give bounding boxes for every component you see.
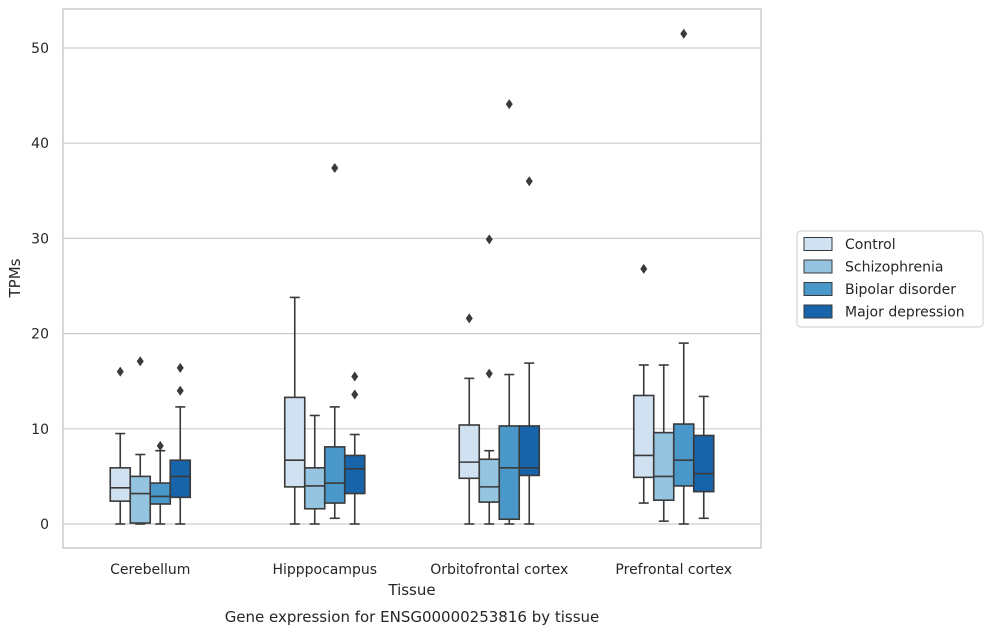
legend-swatch	[803, 259, 833, 274]
outlier-point	[156, 440, 164, 451]
outlier-point	[351, 389, 359, 400]
box-iqr	[283, 396, 306, 488]
legend-label: Schizophrenia	[845, 260, 943, 276]
outlier-point	[525, 176, 533, 187]
box-3-3	[692, 395, 715, 520]
plot-frame	[62, 8, 762, 549]
box-iqr	[149, 482, 172, 505]
box-0-2	[458, 313, 481, 525]
y-tick-label: 30	[31, 231, 49, 247]
box-iqr	[518, 425, 541, 477]
chart-caption: Gene expression for ENSG00000253816 by t…	[225, 608, 600, 626]
outlier-point	[485, 234, 493, 245]
box-iqr	[109, 467, 132, 502]
box-iqr	[169, 459, 192, 499]
box-iqr	[343, 454, 366, 495]
outlier-point	[351, 371, 359, 382]
outlier-point	[640, 263, 648, 274]
legend-swatch	[803, 282, 833, 296]
legend-label: Bipolar disorder	[845, 282, 956, 298]
y-tick-label: 20	[31, 327, 49, 343]
legend: Control Schizophrenia Bipolar disorder Majo…	[796, 230, 984, 328]
box-iqr	[303, 467, 326, 510]
outlier-point	[505, 99, 513, 110]
legend-frame	[796, 230, 984, 328]
x-tick-label: Orbitofrontal cortex	[430, 562, 568, 578]
box-iqr	[458, 424, 481, 480]
legend-label: Major depression	[845, 305, 965, 321]
y-tick-label: 0	[40, 517, 49, 533]
x-tick-label: Cerebellum	[110, 562, 190, 578]
box-iqr	[498, 425, 521, 521]
box-iqr	[692, 434, 715, 493]
outlier-point	[680, 28, 688, 39]
box-0-0	[109, 366, 132, 525]
box-3-0	[169, 362, 192, 525]
y-tick-label: 40	[31, 136, 49, 152]
box-iqr	[129, 475, 152, 524]
box-3-1	[343, 371, 366, 525]
box-2-3	[672, 28, 695, 525]
outlier-point	[331, 162, 339, 173]
outlier-point	[116, 366, 124, 377]
outlier-point	[485, 368, 493, 379]
box-iqr	[652, 431, 675, 502]
y-axis-label: TPMs	[6, 258, 24, 298]
boxes-layer	[109, 28, 715, 525]
legend-swatch	[803, 237, 833, 251]
legend-swatch	[803, 304, 833, 319]
x-tick-label: Hipppocampus	[272, 562, 377, 578]
y-tick-label: 10	[31, 422, 49, 438]
box-3-2	[518, 176, 541, 525]
box-iqr	[323, 446, 346, 504]
box-iqr	[478, 458, 501, 503]
outlier-point	[465, 313, 473, 324]
box-0-1	[283, 296, 306, 525]
box-iqr	[632, 394, 655, 479]
x-tick-label: Prefrontal cortex	[615, 562, 732, 578]
y-tick-labels: 0 10 20 30 40 50	[31, 41, 49, 533]
box-0-3	[632, 263, 655, 504]
outlier-point	[136, 356, 144, 367]
outlier-point	[176, 385, 184, 396]
box-iqr	[672, 423, 695, 487]
box-2-1	[323, 162, 346, 520]
box-1-2	[478, 234, 501, 525]
x-tick-labels: Cerebellum Hipppocampus Orbitofrontal cort…	[110, 562, 732, 578]
x-axis-label: Tissue	[387, 581, 435, 599]
legend-label: Control	[845, 237, 896, 253]
box-2-0	[149, 440, 172, 525]
y-tick-label: 50	[31, 41, 49, 57]
outlier-point	[176, 362, 184, 373]
